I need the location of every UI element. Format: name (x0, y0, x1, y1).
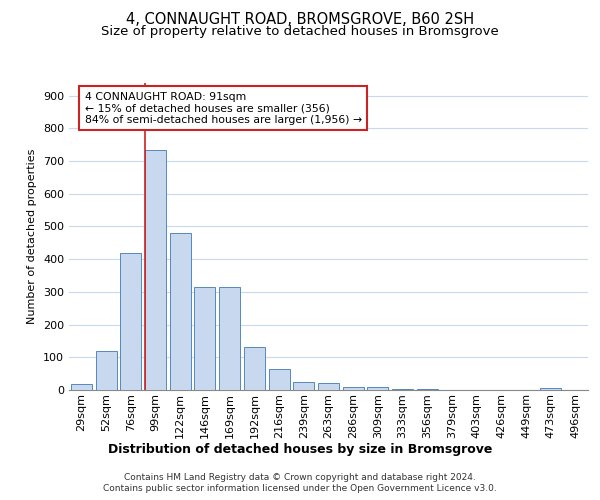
Bar (541, 388, 562, 390)
Bar (343, 386, 364, 390)
Bar (170, 233, 191, 390)
Text: Distribution of detached houses by size in Bromsgrove: Distribution of detached houses by size … (108, 442, 492, 456)
Bar (417, 389, 438, 390)
Bar (219, 287, 240, 390)
Bar (293, 382, 314, 390)
Bar (367, 388, 388, 390)
Bar (194, 287, 215, 390)
Bar (318, 384, 339, 390)
Bar (95, 350, 116, 390)
Bar (71, 384, 92, 390)
Bar (244, 348, 265, 390)
Bar (269, 368, 290, 390)
Text: 4, CONNAUGHT ROAD, BROMSGROVE, B60 2SH: 4, CONNAUGHT ROAD, BROMSGROVE, B60 2SH (126, 12, 474, 28)
Bar (145, 150, 166, 390)
Text: Size of property relative to detached houses in Bromsgrove: Size of property relative to detached ho… (101, 25, 499, 38)
Text: 4 CONNAUGHT ROAD: 91sqm
← 15% of detached houses are smaller (356)
84% of semi-d: 4 CONNAUGHT ROAD: 91sqm ← 15% of detache… (85, 92, 362, 125)
Bar (392, 389, 413, 390)
Bar (120, 254, 141, 390)
Text: Contains HM Land Registry data © Crown copyright and database right 2024.
Contai: Contains HM Land Registry data © Crown c… (103, 472, 497, 494)
Y-axis label: Number of detached properties: Number of detached properties (28, 148, 37, 324)
